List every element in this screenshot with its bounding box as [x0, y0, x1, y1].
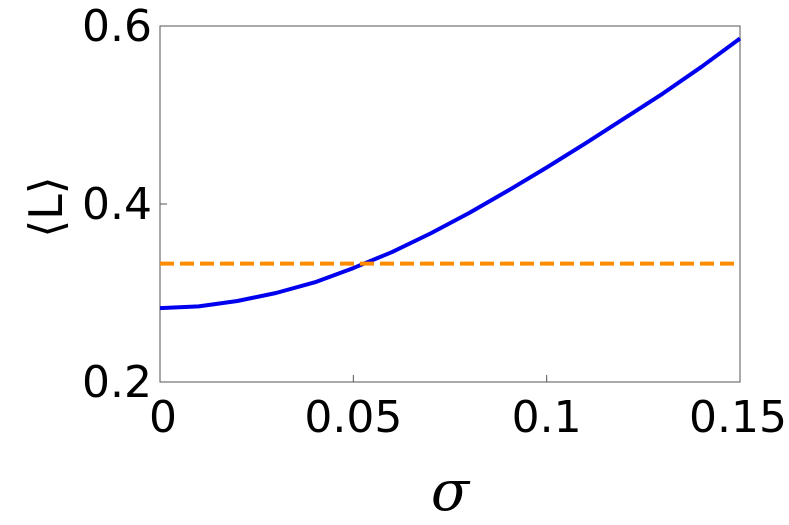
x-tick-label: 0.05 — [304, 392, 402, 443]
x-tick-label: 0.1 — [512, 392, 582, 443]
x-axis-label: σ — [431, 459, 471, 524]
plot-frame — [159, 25, 741, 383]
tick-labels: 0 0.05 0.1 0.15 0.2 0.4 0.6 — [82, 1, 787, 443]
y-tick-label: 0.2 — [82, 357, 152, 408]
axis-ticks — [159, 25, 741, 383]
y-tick-label: 0.6 — [82, 1, 152, 52]
x-tick-label: 0 — [149, 392, 177, 443]
y-tick-label: 0.4 — [82, 179, 152, 230]
series-layer — [159, 36, 742, 311]
series-line-1 — [159, 36, 742, 311]
x-tick-label: 0.15 — [689, 392, 787, 443]
y-axis-label: ⟨L⟩ — [19, 176, 73, 238]
